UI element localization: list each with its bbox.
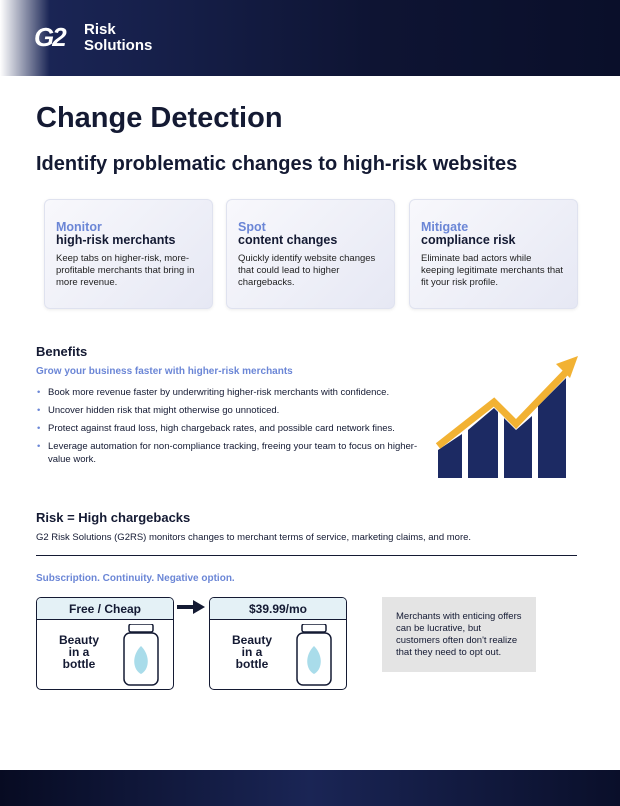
logo-mark: G2	[34, 22, 67, 52]
card-subject: high-risk merchants	[56, 233, 176, 247]
card-keyword: Spot	[238, 220, 266, 234]
logo-text: Solutions	[84, 37, 153, 54]
bullet-list: Book more revenue faster by underwriting…	[36, 386, 421, 471]
product-line: Beauty	[231, 633, 272, 647]
bottle-icon	[123, 624, 159, 686]
card: Spot content changes Quickly identify webs…	[226, 199, 395, 309]
product-name: Beauty in a bottle	[49, 634, 109, 670]
bar	[438, 434, 462, 478]
product-box: $39.99/mo Beauty in a bottle	[209, 597, 347, 690]
arrow	[435, 367, 571, 449]
subtitle: Identify problematic changes to high-ris…	[36, 153, 518, 175]
bullet-item: Book more revenue faster by underwriting…	[36, 386, 421, 399]
product-line: in a	[68, 645, 90, 659]
bar	[504, 416, 532, 478]
card-subject: content changes	[238, 233, 338, 247]
section-heading: Risk = High chargebacks	[36, 510, 191, 525]
card-keyword: Mitigate	[421, 220, 469, 234]
bar	[538, 378, 566, 478]
divider	[36, 555, 577, 556]
section-subheading: Subscription. Continuity. Negative optio…	[36, 573, 235, 584]
card-text: Eliminate bad actors while keeping legit…	[421, 253, 564, 288]
product-line: bottle	[62, 657, 96, 671]
box-label: $39.99/mo	[210, 598, 346, 620]
product-line: in a	[241, 645, 263, 659]
product-line: bottle	[235, 657, 269, 671]
card-text: Quickly identify website changes that co…	[238, 253, 376, 288]
growth-graphic	[435, 356, 578, 478]
bullet-item: Protect against fraud loss, high chargeb…	[36, 422, 421, 435]
header-bar	[0, 0, 620, 76]
product-line: Beauty	[58, 633, 99, 647]
product-name: Beauty in a bottle	[222, 634, 282, 670]
arrow-head	[556, 356, 578, 378]
bar	[468, 408, 498, 478]
section-subheading: Grow your business faster with higher-ri…	[36, 366, 293, 377]
box-label: Free / Cheap	[37, 598, 173, 620]
card-subject: compliance risk	[421, 233, 516, 247]
logo-text: Risk	[84, 21, 116, 38]
flow-arrow	[177, 600, 205, 614]
product-box: Free / Cheap Beauty in a bottle	[36, 597, 174, 690]
card: Monitor high-risk merchants Keep tabs on h…	[44, 199, 213, 309]
card-keyword: Monitor	[56, 220, 102, 234]
paragraph: G2 Risk Solutions (G2RS) monitors change…	[36, 532, 472, 543]
card-text: Keep tabs on higher-risk, more-profitabl…	[56, 253, 195, 288]
card: Mitigate compliance risk Eliminate bad act…	[409, 199, 578, 309]
note: Merchants with enticing offers can be lu…	[382, 597, 536, 672]
section-heading: Benefits	[36, 344, 88, 359]
bottle-icon	[296, 624, 332, 686]
bullet-item: Leverage automation for non-compliance t…	[36, 440, 421, 466]
title: Change Detection	[36, 102, 283, 134]
footer-bar	[0, 770, 620, 806]
bullet-item: Uncover hidden risk that might otherwise…	[36, 404, 421, 417]
